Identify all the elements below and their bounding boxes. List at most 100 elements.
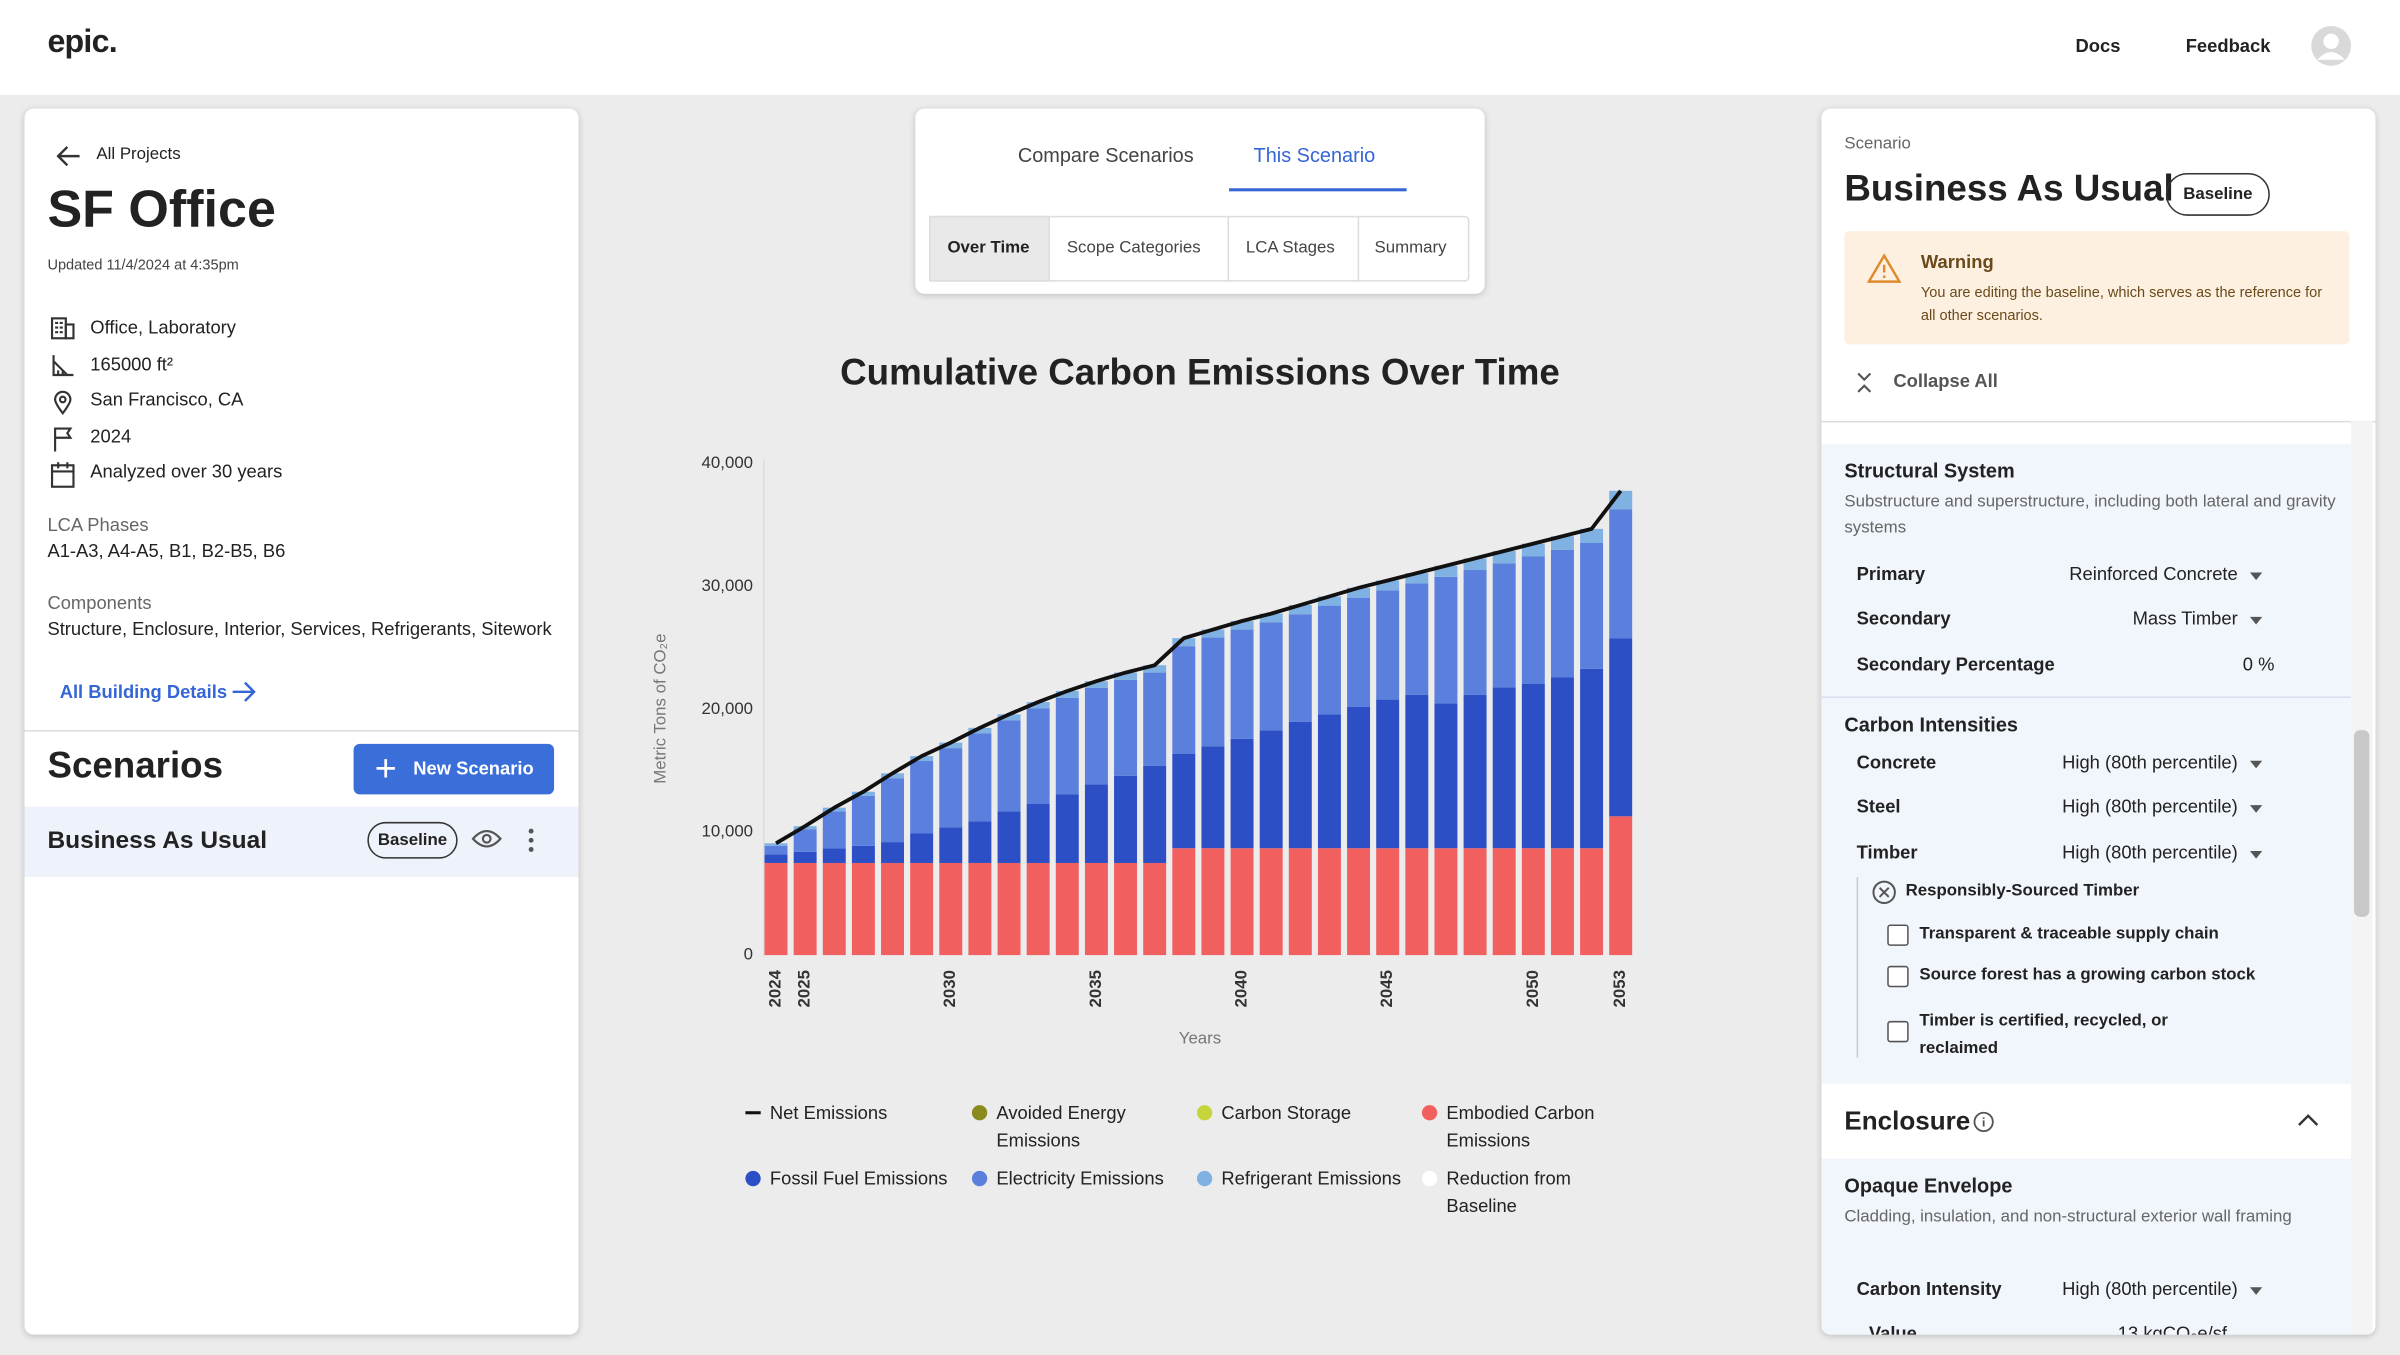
checkbox[interactable] [1887,965,1909,988]
logo[interactable]: epic. [47,24,117,60]
select-value[interactable]: High (80th percentile) [2062,751,2238,773]
field-label: Primary [1856,563,1926,585]
bar-segment [1114,679,1138,776]
legend-marker [745,1111,761,1115]
info-icon[interactable] [1973,1111,1994,1133]
bar-segment [851,862,875,956]
bar-segment [1492,848,1516,956]
bar-segment [1230,629,1254,739]
chevron-up[interactable] [2297,1113,2319,1128]
top-bar [0,0,2400,95]
field-label: Steel [1856,795,1901,818]
bar-segment [1288,605,1312,615]
subtab[interactable]: Summary [1374,238,1447,258]
legend-item[interactable]: Embodied Carbon Emissions [1421,1099,1638,1154]
bar-segment [1347,706,1371,849]
caret [2249,1287,2263,1295]
option: Responsibly-Sourced Timber [1905,881,2140,900]
tab[interactable]: Compare Scenarios [1017,143,1194,167]
details-link[interactable]: All Building Details [59,681,228,703]
bar-segment [1347,848,1371,956]
collapse-all[interactable]: Collapse All [1893,370,1998,392]
bar-segment [1317,714,1341,849]
bar-segment [1114,862,1138,956]
checkbox[interactable] [1887,1020,1909,1043]
panel-title: Business As Usual [1844,168,2174,210]
nav-link[interactable]: Feedback [2185,35,2271,57]
avatar[interactable] [2310,24,2353,67]
bar-segment [1405,694,1429,849]
bar-segment [1055,691,1079,698]
group-title[interactable]: Enclosure [1844,1106,1971,1136]
legend-item[interactable]: Refrigerant Emissions [1196,1165,1413,1193]
bar-segment [1259,622,1283,731]
bar-segment [939,862,963,956]
subtab[interactable]: Over Time [947,238,1030,258]
bar-segment [1026,708,1050,805]
x-tick-label: 2030 [940,970,959,1007]
back-icon[interactable] [56,145,81,167]
bar-segment [1114,775,1138,863]
legend-item[interactable]: Carbon Storage [1196,1099,1413,1127]
legend-item[interactable]: Electricity Emissions [971,1165,1188,1193]
updated: Updated 11/4/2024 at 4:35pm [47,257,239,274]
legend-item[interactable]: Reduction from Baseline [1421,1165,1638,1220]
subtab[interactable]: LCA Stages [1245,238,1335,258]
bar-segment [822,811,846,849]
scenario-name[interactable]: Business As Usual [47,828,268,855]
eye-icon[interactable] [471,828,502,849]
select-value[interactable]: High (80th percentile) [2062,795,2238,818]
input-value[interactable]: 0 % [2242,653,2275,675]
bar-segment [1492,687,1516,849]
warning-icon [1867,253,1902,283]
bar-segment [1084,681,1108,688]
check-label[interactable]: Transparent & traceable supply chain [1919,924,2219,943]
bar-segment [1084,687,1108,785]
subtab-selected[interactable] [929,215,1050,282]
divider [1357,215,1360,282]
bar-segment [1143,862,1167,956]
bar-segment [939,748,963,828]
input-value[interactable]: 13 kgCO₂e/sf [2117,1322,2228,1335]
collapse-icon[interactable] [1855,370,1873,394]
select-value[interactable]: High (80th percentile) [2062,1278,2238,1300]
tab-underline [1229,188,1407,192]
legend-item[interactable]: Net Emissions [745,1099,961,1127]
x-tick-label: 2035 [1086,970,1105,1007]
legend-marker [1196,1105,1213,1121]
nav-link[interactable]: Docs [2075,35,2121,57]
bar-segment [1084,784,1108,863]
legend-marker [1421,1105,1438,1121]
legend-item[interactable]: Fossil Fuel Emissions [745,1165,961,1193]
check-label[interactable]: Source forest has a growing carbon stock [1919,965,2256,985]
bar-segment [1347,597,1371,707]
scroll-thumb[interactable] [2354,730,2370,917]
new-scenario-label[interactable]: New Scenario [413,757,534,780]
caret [2249,851,2263,859]
select-value[interactable]: Mass Timber [2132,607,2238,630]
bar-segment [1172,753,1196,849]
bar-segment [1463,558,1487,571]
scenario-panel: Scenario Business As Usual Baseline Warn… [1821,108,2376,1335]
bar-segment [1347,587,1371,598]
select-value[interactable]: High (80th percentile) [2062,841,2238,864]
subtab[interactable]: Scope Categories [1066,238,1201,258]
remove-icon[interactable] [1872,880,1896,905]
legend-item[interactable]: Avoided Energy Emissions [971,1099,1188,1154]
tab-active[interactable]: This Scenario [1253,143,1376,167]
y-tick-label: 30,000 [702,576,753,595]
bar-segment [1143,665,1167,673]
scenarios-title: Scenarios [47,745,224,787]
select-value[interactable]: Reinforced Concrete [2069,563,2238,585]
check-label[interactable]: Timber is certified, recycled, or reclai… [1919,1011,2168,1058]
checkbox[interactable] [1887,924,1909,946]
bar-segment [1026,804,1050,863]
menu-icon[interactable] [527,828,536,852]
divider [1821,420,2376,423]
bar-segment [939,827,963,863]
value: Structure, Enclosure, Interior, Services… [47,618,552,640]
bar-segment [1434,576,1458,704]
bar-segment [997,714,1021,721]
back-link[interactable]: All Projects [96,145,181,164]
legend-marker [971,1105,988,1121]
